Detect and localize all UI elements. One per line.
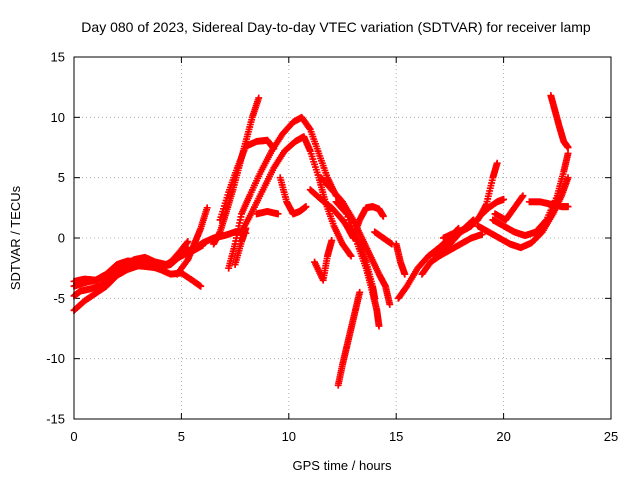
track-l xyxy=(253,208,282,218)
track-i xyxy=(225,113,340,272)
track-q xyxy=(311,236,336,284)
track-d xyxy=(70,238,192,314)
data-point xyxy=(379,212,387,220)
data-point xyxy=(203,204,211,212)
track-aa xyxy=(474,174,572,252)
data-point xyxy=(220,205,227,213)
data-point xyxy=(217,213,225,221)
track-t xyxy=(371,228,396,248)
data-point xyxy=(386,300,394,308)
data-point xyxy=(500,195,508,203)
data-point xyxy=(220,202,228,210)
data-point xyxy=(478,230,486,238)
y-tick-label: -10 xyxy=(46,351,65,366)
chart-title: Day 080 of 2023, Sidereal Day-to-day VTE… xyxy=(81,19,591,35)
track-z xyxy=(457,195,508,236)
y-axis-label: SDTVAR / TECUs xyxy=(8,185,23,290)
data-point xyxy=(274,210,282,218)
track-ab xyxy=(489,150,572,240)
data-point xyxy=(356,288,364,296)
data-point xyxy=(311,160,319,168)
y-tick-label: 5 xyxy=(58,170,65,185)
data-point xyxy=(219,208,227,216)
track-m xyxy=(276,174,310,218)
x-tick-label: 0 xyxy=(70,429,77,444)
track-r xyxy=(334,288,364,389)
y-tick-label: 10 xyxy=(51,110,65,125)
plot-frame xyxy=(73,56,612,420)
y-tick-label: 0 xyxy=(58,231,65,246)
track-c xyxy=(70,241,207,300)
data-point xyxy=(306,147,314,155)
x-tick-label: 10 xyxy=(282,429,296,444)
track-ad xyxy=(525,198,572,211)
x-tick-label: 25 xyxy=(604,429,618,444)
track-ac xyxy=(491,192,527,224)
track-o xyxy=(317,174,394,308)
data-point xyxy=(184,238,192,246)
data-point xyxy=(302,203,310,211)
data-point xyxy=(222,197,230,204)
data-point xyxy=(221,199,229,207)
y-tick-label: 15 xyxy=(51,50,65,65)
data-point xyxy=(328,236,336,244)
y-tick-label: -5 xyxy=(53,291,65,306)
y-tick-labels: -15 -10 -5 0 5 10 15 xyxy=(46,50,65,427)
track-s xyxy=(343,203,387,242)
data-point xyxy=(401,270,409,278)
data-point xyxy=(312,166,320,174)
x-tick-label: 15 xyxy=(389,429,403,444)
x-axis-label: GPS time / hours xyxy=(293,458,392,473)
data-point xyxy=(310,158,318,166)
data-point xyxy=(314,171,322,179)
data-point xyxy=(255,94,263,102)
track-h xyxy=(216,136,278,224)
y-tick-label: -15 xyxy=(46,412,65,427)
track-k xyxy=(238,133,355,260)
data-point xyxy=(564,144,572,151)
x-tick-label: 5 xyxy=(178,429,185,444)
data-point xyxy=(216,216,224,224)
track-ae xyxy=(547,92,572,151)
data-point xyxy=(347,252,355,260)
data-point xyxy=(308,152,316,160)
data-point xyxy=(218,210,226,218)
data-point xyxy=(564,203,572,211)
data-point xyxy=(309,155,317,163)
data-point xyxy=(313,168,321,176)
data-point xyxy=(493,159,501,167)
track-p xyxy=(332,198,383,330)
x-tick-labels: 0 5 10 15 20 25 xyxy=(70,429,618,444)
data-point xyxy=(224,191,232,199)
data-point xyxy=(223,194,231,202)
data-points xyxy=(70,92,572,389)
data-point xyxy=(197,282,205,290)
data-point xyxy=(519,192,527,200)
x-tick-label: 20 xyxy=(496,429,510,444)
data-point xyxy=(307,150,315,158)
track-u xyxy=(392,240,409,278)
data-point xyxy=(564,150,572,157)
data-point xyxy=(311,163,319,171)
data-point xyxy=(564,174,572,182)
data-point xyxy=(375,322,383,330)
